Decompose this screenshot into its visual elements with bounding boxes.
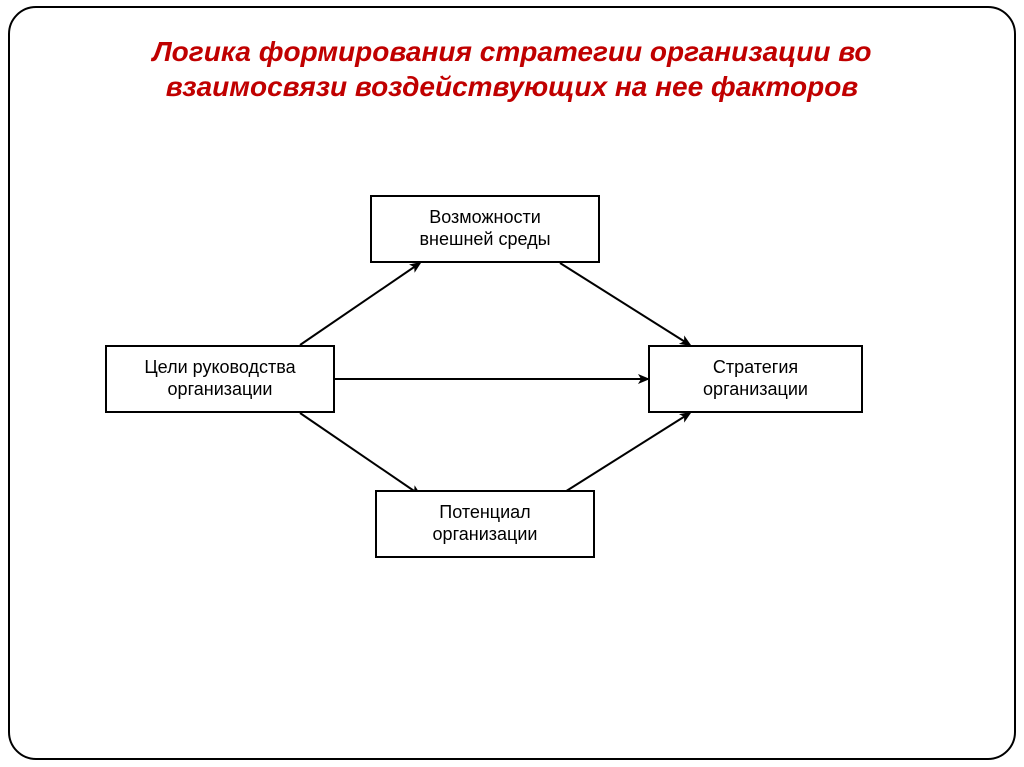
title-line-2: взаимосвязи воздействующих на нее фактор… xyxy=(166,71,858,102)
node-left-line1: Цели руководства xyxy=(144,357,295,377)
title-line-1: Логика формирования стратегии организаци… xyxy=(152,36,871,67)
node-organization-potential: Потенциал организации xyxy=(375,490,595,558)
node-bottom-line1: Потенциал xyxy=(439,502,530,522)
node-top-line1: Возможности xyxy=(429,207,541,227)
node-bottom-line2: организации xyxy=(433,524,538,544)
node-management-goals: Цели руководства организации xyxy=(105,345,335,413)
node-left-line2: организации xyxy=(168,379,273,399)
node-right-line2: организации xyxy=(703,379,808,399)
node-right-line1: Стратегия xyxy=(713,357,798,377)
node-top-line2: внешней среды xyxy=(419,229,550,249)
node-external-opportunities: Возможности внешней среды xyxy=(370,195,600,263)
page-title: Логика формирования стратегии организаци… xyxy=(0,34,1024,104)
node-organization-strategy: Стратегия организации xyxy=(648,345,863,413)
